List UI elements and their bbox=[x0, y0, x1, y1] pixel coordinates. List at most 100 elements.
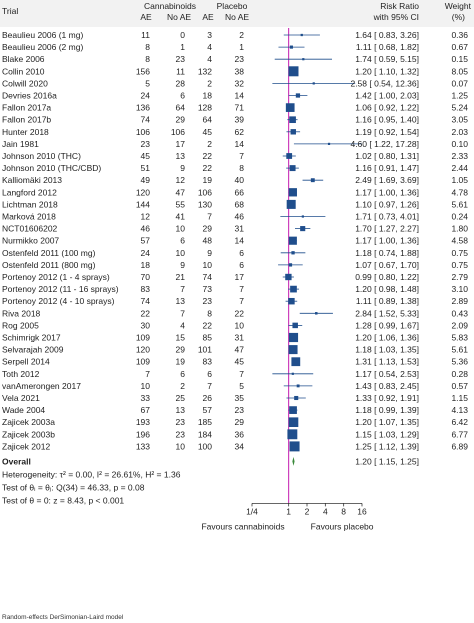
study-row: Wade 2004 67 13 57 23 1.18 [ 0.99, 1.39] 4.13 bbox=[2, 405, 468, 415]
study-row: Rog 2005 30 4 22 10 1.28 [ 0.99, 1.67] 2.09 bbox=[2, 320, 468, 330]
cannabinoid-ae: 120 bbox=[136, 187, 150, 197]
risk-ratio-ci: 2.58 [ 0.54, 12.36] bbox=[350, 78, 419, 88]
placebo-ae: 23 bbox=[203, 296, 213, 306]
weight-percent: 0.15 bbox=[451, 54, 468, 64]
placebo-no-ae: 47 bbox=[235, 345, 245, 355]
point-estimate bbox=[289, 45, 293, 49]
placebo-ae: 100 bbox=[198, 441, 212, 451]
study-name: Johnson 2010 (THC/CBD) bbox=[2, 163, 101, 173]
placebo-ae: 7 bbox=[207, 212, 212, 222]
cannabinoid-ae: 156 bbox=[136, 66, 150, 76]
study-row: Kalliomäki 2013 49 12 19 40 2.49 [ 1.69, 3.69… bbox=[2, 175, 468, 185]
placebo-ae: 130 bbox=[198, 199, 212, 209]
x-tick-label: 1 bbox=[286, 506, 291, 516]
study-row: Zajicek 2012 133 10 100 34 1.25 [ 1.12, 1.39]… bbox=[2, 441, 468, 451]
placebo-no-ae: 2 bbox=[239, 30, 244, 40]
cannabinoid-ae: 33 bbox=[141, 393, 151, 403]
placebo-no-ae: 45 bbox=[235, 357, 245, 367]
study-name: NCT01606202 bbox=[2, 224, 58, 234]
placebo-no-ae: 23 bbox=[235, 405, 245, 415]
point-estimate bbox=[286, 199, 296, 209]
weight-percent: 1.15 bbox=[451, 393, 468, 403]
header-trial: Trial bbox=[2, 6, 18, 16]
study-row: Zajicek 2003b 196 23 184 36 1.15 [ 1.03, 1.29… bbox=[2, 429, 468, 439]
point-estimate bbox=[290, 285, 297, 293]
weight-percent: 6.77 bbox=[451, 429, 468, 439]
study-name: Selvarajah 2009 bbox=[2, 345, 64, 355]
placebo-ae: 132 bbox=[198, 66, 212, 76]
study-row: Selvarajah 2009 120 29 101 47 1.18 [ 1.03, 1.… bbox=[2, 345, 468, 355]
point-estimate bbox=[294, 395, 299, 401]
cannabinoid-ae: 120 bbox=[136, 345, 150, 355]
point-estimate bbox=[310, 178, 315, 183]
study-name: Toth 2012 bbox=[2, 369, 40, 379]
study-row: Marková 2018 12 41 7 46 1.71 [ 0.73, 4.01] 0.2… bbox=[2, 212, 468, 222]
risk-ratio-ci: 1.18 [ 1.03, 1.35] bbox=[355, 345, 419, 355]
point-estimate bbox=[285, 103, 295, 112]
study-row: Portenoy 2012 (11 - 16 sprays) 83 7 73 7 1.20… bbox=[2, 284, 468, 294]
placebo-no-ae: 31 bbox=[235, 224, 245, 234]
study-row: Zajicek 2003a 193 23 185 29 1.20 [ 1.07, 1.35… bbox=[2, 417, 468, 427]
study-name: Vela 2021 bbox=[2, 393, 40, 403]
cannabinoid-no-ae: 13 bbox=[176, 151, 186, 161]
risk-ratio-ci: 1.70 [ 1.27, 2.27] bbox=[355, 224, 419, 234]
study-name: Devries 2016a bbox=[2, 91, 57, 101]
study-row: Beaulieu 2006 (2 mg) 8 1 4 1 1.11 [ 0.68, 1.8… bbox=[2, 42, 468, 52]
placebo-ae: 8 bbox=[207, 308, 212, 318]
placebo-ae: 85 bbox=[203, 333, 213, 343]
cannabinoid-ae: 74 bbox=[141, 296, 151, 306]
risk-ratio-ci: 1.18 [ 0.74, 1.88] bbox=[355, 248, 419, 258]
header-cannabinoids: Cannabinoids bbox=[144, 1, 196, 11]
point-estimate bbox=[288, 66, 299, 77]
cannabinoid-ae: 196 bbox=[136, 429, 150, 439]
point-estimate bbox=[288, 417, 299, 428]
study-row: Fallon 2017a 136 64 128 71 1.06 [ 0.92, 1.22]… bbox=[2, 103, 468, 113]
weight-percent: 6.42 bbox=[451, 417, 468, 427]
weight-percent: 5.61 bbox=[451, 199, 468, 209]
weight-percent: 3.10 bbox=[451, 284, 468, 294]
study-row: Riva 2018 22 7 8 22 2.84 [ 1.52, 5.33] 0.43 bbox=[2, 308, 468, 318]
study-row: NCT01606202 46 10 29 31 1.70 [ 1.27, 2.27] 1.8… bbox=[2, 224, 468, 234]
placebo-ae: 22 bbox=[203, 163, 213, 173]
point-estimate bbox=[302, 58, 305, 61]
point-estimate bbox=[286, 153, 293, 159]
study-row: Schimrigk 2017 109 15 85 31 1.20 [ 1.06, 1.36… bbox=[2, 333, 468, 343]
cannabinoid-ae: 11 bbox=[141, 30, 150, 40]
study-row: Colwill 2020 5 28 2 32 2.58 [ 0.54, 12.36] 0.0… bbox=[2, 78, 468, 88]
weight-percent: 2.44 bbox=[451, 163, 468, 173]
placebo-ae: 73 bbox=[203, 284, 213, 294]
risk-ratio-ci: 1.31 [ 1.13, 1.53] bbox=[355, 357, 419, 367]
cannabinoid-ae: 144 bbox=[136, 199, 150, 209]
cannabinoid-ae: 133 bbox=[136, 441, 150, 451]
point-estimate bbox=[288, 236, 297, 245]
cannabinoid-no-ae: 11 bbox=[176, 66, 185, 76]
study-row: Langford 2012 120 47 106 66 1.17 [ 1.00, 1.36… bbox=[2, 187, 468, 197]
overall-label: Overall bbox=[2, 456, 31, 466]
risk-ratio-ci: 1.20 [ 1.06, 1.36] bbox=[355, 333, 419, 343]
cannabinoid-no-ae: 10 bbox=[176, 248, 186, 258]
study-row: Portenoy 2012 (4 - 10 sprays) 74 13 23 7 1.11… bbox=[2, 296, 468, 306]
placebo-no-ae: 39 bbox=[235, 115, 245, 125]
cannabinoid-no-ae: 13 bbox=[176, 405, 186, 415]
favours-placebo-label: Favours placebo bbox=[311, 521, 374, 531]
risk-ratio-ci: 4.60 [ 1.22, 17.28] bbox=[350, 139, 419, 149]
cannabinoid-ae: 7 bbox=[145, 369, 150, 379]
cannabinoid-no-ae: 25 bbox=[176, 393, 186, 403]
placebo-ae: 4 bbox=[207, 42, 212, 52]
weight-percent: 5.36 bbox=[451, 357, 468, 367]
cannabinoid-no-ae: 17 bbox=[176, 139, 186, 149]
cannabinoid-ae: 193 bbox=[136, 417, 150, 427]
placebo-ae: 10 bbox=[203, 260, 213, 270]
weight-percent: 2.33 bbox=[451, 151, 468, 161]
header-placebo: Placebo bbox=[217, 1, 248, 11]
cannabinoid-no-ae: 1 bbox=[180, 42, 185, 52]
cannabinoid-ae: 5 bbox=[145, 78, 150, 88]
study-row: Toth 2012 7 6 6 7 1.17 [ 0.54, 2.53] 0.28 bbox=[2, 369, 468, 379]
cannabinoid-no-ae: 55 bbox=[176, 199, 186, 209]
placebo-ae: 18 bbox=[203, 91, 213, 101]
cannabinoid-ae: 70 bbox=[141, 272, 151, 282]
placebo-no-ae: 68 bbox=[235, 199, 245, 209]
study-name: Colwill 2020 bbox=[2, 78, 48, 88]
weight-percent: 0.28 bbox=[451, 369, 468, 379]
study-row: Lichtman 2018 144 55 130 68 1.10 [ 0.97, 1.26… bbox=[2, 199, 468, 209]
